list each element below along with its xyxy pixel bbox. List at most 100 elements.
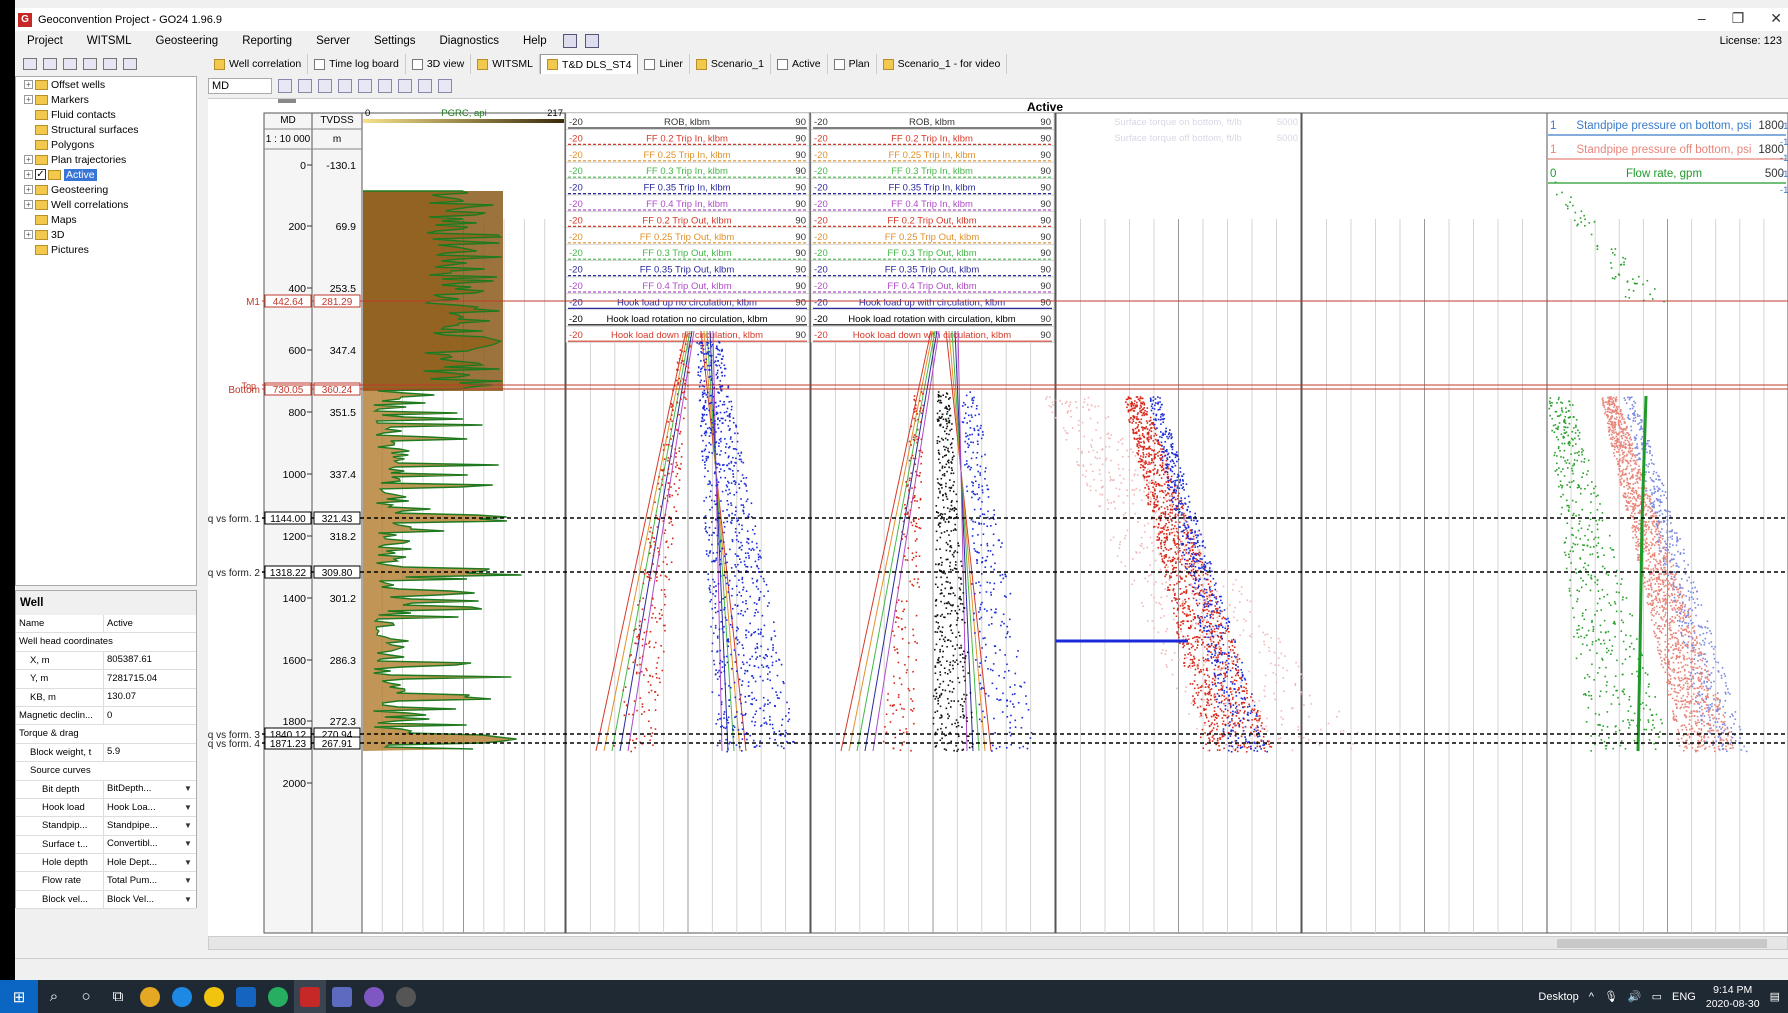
chevron-down-icon[interactable]: ▼ [184, 821, 192, 830]
viber-icon[interactable] [358, 980, 390, 1013]
property-row[interactable]: Surface t... Convertibl... ▼ [16, 835, 196, 855]
property-row[interactable]: Y, m 7281715.04 [16, 670, 196, 689]
highlight-icon[interactable] [398, 79, 412, 93]
notification-icon[interactable]: ▤ [1769, 991, 1780, 1003]
menu-project[interactable]: Project [27, 35, 63, 47]
tree-add-sub-icon[interactable] [43, 58, 57, 70]
property-value[interactable]: 805387.61 [104, 651, 196, 669]
property-value[interactable]: Convertibl... ▼ [104, 835, 196, 853]
move-up-icon[interactable] [103, 58, 117, 70]
log-plot-canvas[interactable]: Active MD TVDSS 1 : 10 000 m 0 -130.1 200 69.9 40… [202, 93, 1788, 937]
property-value[interactable]: Hole Dept... ▼ [104, 854, 196, 872]
zoom-fit-icon[interactable] [318, 79, 332, 93]
property-row[interactable]: Torque & drag [16, 725, 196, 744]
property-value[interactable]: Standpipe... ▼ [104, 817, 196, 835]
tab-3[interactable]: WITSML [471, 54, 541, 74]
chevron-down-icon[interactable]: ▼ [184, 784, 192, 794]
export-image-icon[interactable] [338, 79, 352, 93]
desktop-label[interactable]: Desktop [1538, 990, 1579, 1003]
torque-header[interactable]: Surface torque on bottom, ft/lb [1114, 117, 1242, 128]
property-value[interactable]: Hook Loa... ▼ [104, 799, 196, 817]
property-row[interactable]: Block weight, t 5.9 [16, 743, 196, 763]
property-row[interactable]: Well head coordinates [16, 633, 196, 652]
chevron-down-icon[interactable]: ▼ [184, 802, 192, 812]
tree-paste-icon[interactable] [83, 58, 97, 70]
tree-node[interactable]: Fluid contacts [16, 107, 196, 122]
property-value[interactable]: 0 [104, 707, 196, 725]
property-row[interactable]: Hole depth Hole Dept... ▼ [16, 854, 196, 873]
menu-witsml[interactable]: WITSML [86, 35, 132, 47]
tab-4[interactable]: T&D DLS_ST4 [540, 54, 639, 74]
chevron-down-icon[interactable]: ▼ [184, 857, 192, 867]
tree-node[interactable]: + Geosteering [16, 182, 196, 197]
zoom-out-icon[interactable] [298, 79, 312, 93]
tree-copy-icon[interactable] [63, 58, 77, 70]
tree-node[interactable]: + Plan trajectories [16, 152, 196, 167]
restore-icon[interactable]: ❐ [1731, 10, 1745, 26]
property-row[interactable]: Bit depth BitDepth... ▼ [16, 780, 196, 799]
tree-node[interactable]: Maps [16, 212, 196, 227]
tray-chevron-icon[interactable]: ^ [1588, 990, 1594, 1003]
whatsapp-icon[interactable] [262, 980, 294, 1013]
expand-icon[interactable]: + [24, 95, 33, 104]
gr-header[interactable]: 0 PGRC, api 217 [365, 108, 563, 119]
tab-6[interactable]: Scenario_1 [690, 54, 771, 74]
spp-label[interactable]: Standpipe pressure on bottom, psi [1576, 120, 1751, 132]
horizontal-scrollbar[interactable] [208, 936, 1788, 950]
chrome-icon[interactable] [134, 980, 166, 1013]
spp-label[interactable]: Flow rate, gpm [1626, 168, 1702, 180]
property-value[interactable]: 7281715.04 [104, 670, 196, 688]
tab-8[interactable]: Plan [828, 54, 877, 74]
tree-add-icon[interactable] [23, 58, 37, 70]
tree-node[interactable]: + Well correlations [16, 197, 196, 212]
app-icon[interactable] [198, 980, 230, 1013]
depth-type-select[interactable]: MD [208, 78, 272, 94]
property-value[interactable]: Total Pum... ▼ [104, 872, 196, 890]
menu-server[interactable]: Server [316, 35, 350, 47]
tree-node[interactable]: + Offset wells [16, 77, 196, 92]
minimize-icon[interactable]: – [1697, 10, 1706, 26]
checkbox-icon[interactable]: ✓ [35, 169, 46, 180]
td-header-1[interactable]: -20 ROB, klbm 90 -20 FF 0.2 Trip In, klbm 90 -… [565, 112, 810, 343]
expand-icon[interactable]: + [24, 185, 33, 194]
property-value[interactable]: 130.07 [104, 688, 196, 706]
eraser-icon[interactable] [378, 79, 392, 93]
menu-geosteering[interactable]: Geosteering [155, 35, 219, 47]
search-icon[interactable]: ⌕ [49, 988, 59, 1005]
start-icon[interactable]: ⊞ [0, 980, 38, 1013]
tab-9[interactable]: Scenario_1 - for video [877, 54, 1008, 74]
tree-node[interactable]: Structural surfaces [16, 122, 196, 137]
torque-header[interactable]: Surface torque off bottom, ft/lb [1114, 133, 1242, 144]
property-value[interactable]: 5.9 [104, 743, 196, 761]
property-row[interactable]: Name Active [16, 615, 196, 634]
volume-icon[interactable]: 🔊 [1627, 991, 1642, 1003]
teams-icon[interactable] [326, 980, 358, 1013]
chevron-down-icon[interactable]: ▼ [184, 839, 192, 849]
tree-node[interactable]: Pictures [16, 242, 196, 257]
task-view-icon[interactable]: ⧉ [112, 988, 124, 1005]
menu-help[interactable]: Help [522, 35, 547, 47]
menu-diagnostics[interactable]: Diagnostics [439, 35, 499, 47]
expand-icon[interactable]: + [24, 230, 33, 239]
language-label[interactable]: ENG [1672, 990, 1696, 1003]
marker-icon[interactable] [438, 79, 452, 93]
log-plot[interactable]: Active MD TVDSS 1 : 10 000 m 0 -130.1 200 69.9 40… [202, 93, 1788, 937]
property-row[interactable]: Magnetic declin... 0 [16, 706, 196, 726]
property-value[interactable]: Block Vel... ▼ [104, 891, 196, 909]
menu-reporting[interactable]: Reporting [242, 35, 293, 47]
property-row[interactable]: X, m 805387.61 [16, 651, 196, 671]
panel-toggle-icon[interactable] [584, 34, 599, 48]
scroll-thumb[interactable] [1557, 939, 1767, 948]
move-down-icon[interactable] [123, 58, 137, 70]
expand-icon[interactable]: + [24, 200, 33, 209]
property-row[interactable]: Hook load Hook Loa... ▼ [16, 798, 196, 818]
property-value[interactable]: Active [104, 615, 196, 633]
property-row[interactable]: Flow rate Total Pum... ▼ [16, 872, 196, 891]
spp-label[interactable]: Standpipe pressure off bottom, psi [1577, 144, 1752, 156]
expand-icon[interactable]: + [24, 80, 33, 89]
outlook-icon[interactable] [230, 980, 262, 1013]
tree-node[interactable]: Polygons [16, 137, 196, 152]
print-icon[interactable] [358, 79, 372, 93]
cortana-icon[interactable]: ○ [81, 988, 91, 1005]
clock[interactable]: 9:14 PM 2020-08-30 [1706, 983, 1760, 1011]
